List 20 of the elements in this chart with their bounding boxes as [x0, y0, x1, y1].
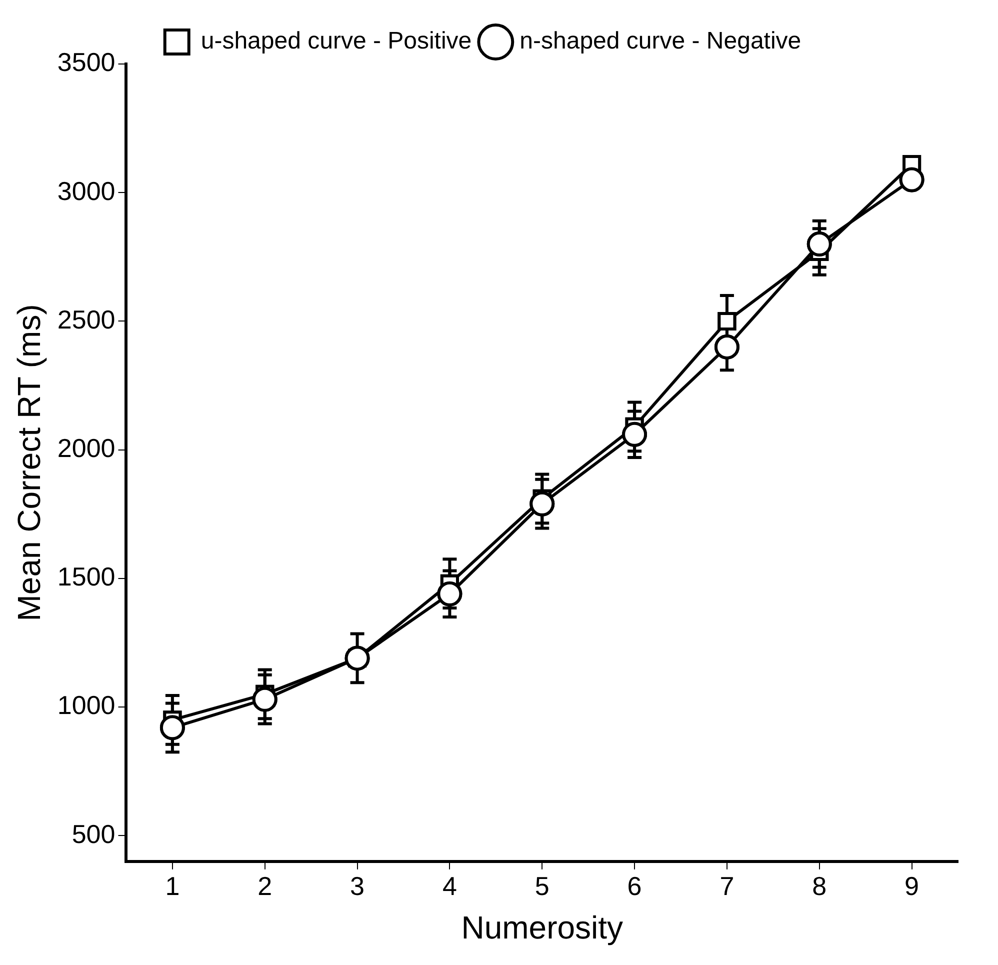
x-axis-title: Numerosity [461, 910, 624, 946]
y-tick-label: 500 [72, 818, 116, 849]
x-tick-label: 4 [442, 871, 457, 902]
legend-label: u-shaped curve - Positive [200, 28, 472, 55]
x-tick-label: 1 [165, 871, 180, 902]
y-tick-label: 1500 [57, 562, 116, 592]
x-tick-label: 7 [720, 871, 734, 902]
y-tick-label: 1000 [57, 690, 116, 720]
x-tick-label: 2 [258, 871, 272, 902]
legend-label: n-shaped curve - Negative [520, 28, 802, 55]
x-tick-label: 3 [350, 871, 365, 902]
y-tick-label: 3500 [57, 47, 116, 78]
y-tick-label: 2500 [57, 304, 116, 334]
y-tick-label: 2000 [57, 433, 116, 464]
x-tick-label: 8 [812, 871, 827, 902]
x-tick-label: 5 [534, 871, 550, 902]
x-tick-label: 9 [904, 871, 920, 902]
x-tick-label: 6 [627, 871, 642, 902]
y-tick-label: 3000 [57, 176, 116, 206]
y-axis-title: Mean Correct RT (ms) [11, 304, 48, 622]
